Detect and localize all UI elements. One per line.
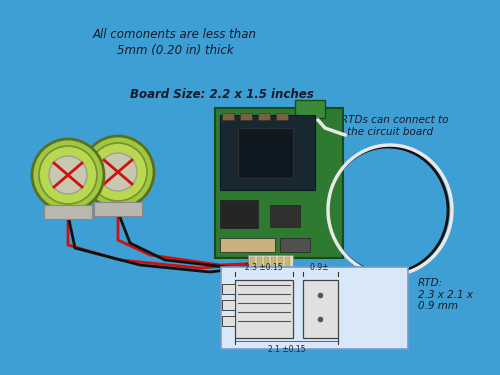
Bar	[94, 202, 142, 216]
Bar	[238, 128, 293, 178]
Text: 2.1 ±0.15: 2.1 ±0.15	[268, 345, 306, 354]
Bar	[235, 280, 293, 338]
Bar	[222, 300, 235, 310]
Bar	[270, 205, 300, 227]
FancyBboxPatch shape	[221, 267, 408, 349]
Ellipse shape	[32, 139, 104, 211]
Bar	[220, 200, 258, 228]
Bar	[271, 257, 276, 267]
Bar	[278, 257, 283, 267]
Bar	[215, 108, 343, 258]
Text: 5mm (0.20 in) thick: 5mm (0.20 in) thick	[116, 44, 234, 57]
Text: 2.3 ±0.15: 2.3 ±0.15	[245, 263, 283, 272]
Text: All comonents are less than: All comonents are less than	[93, 28, 257, 41]
Bar	[248, 255, 293, 271]
Bar	[220, 238, 275, 252]
Bar	[257, 257, 262, 267]
Ellipse shape	[39, 146, 97, 204]
Bar	[222, 113, 234, 120]
Text: 9 RTDs can connect to
the circuit board: 9 RTDs can connect to the circuit board	[331, 115, 449, 136]
Bar	[240, 113, 252, 120]
Bar	[303, 280, 338, 338]
Bar	[264, 257, 269, 267]
Ellipse shape	[99, 153, 137, 191]
Ellipse shape	[49, 156, 87, 194]
Bar	[250, 257, 255, 267]
Text: 0.9±: 0.9±	[310, 263, 332, 272]
Bar	[276, 113, 288, 120]
Bar	[222, 284, 235, 294]
Bar	[295, 100, 325, 118]
Bar	[220, 115, 315, 190]
Bar	[222, 316, 235, 326]
Ellipse shape	[89, 143, 147, 201]
Ellipse shape	[82, 136, 154, 208]
Bar	[258, 113, 270, 120]
Bar	[285, 257, 290, 267]
Text: RTD:
2.3 x 2.1 x
0.9 mm: RTD: 2.3 x 2.1 x 0.9 mm	[418, 278, 473, 311]
Bar	[44, 205, 92, 219]
Bar	[280, 238, 310, 252]
Text: Board Size: 2.2 x 1.5 inches: Board Size: 2.2 x 1.5 inches	[130, 88, 314, 101]
